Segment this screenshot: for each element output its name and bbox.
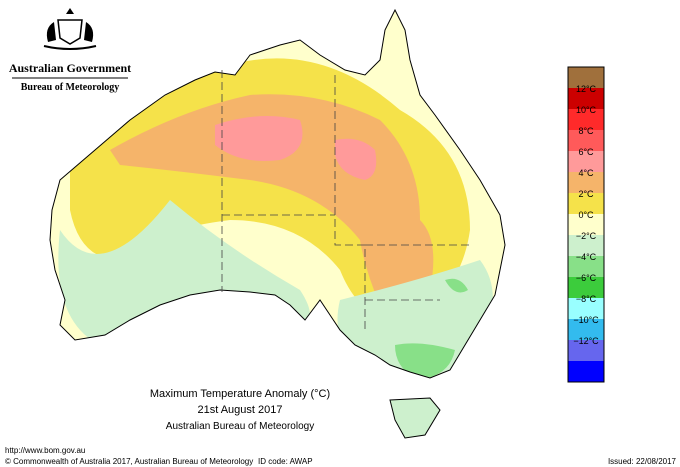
agency-name: Bureau of Meteorology — [21, 82, 120, 93]
legend-label: −6°C — [576, 273, 597, 283]
legend-label: 2°C — [578, 189, 594, 199]
legend-label: −12°C — [573, 336, 599, 346]
state-borders — [221, 70, 470, 330]
legend-swatch — [568, 361, 604, 382]
legend-label: −4°C — [576, 252, 597, 262]
date: 21st August 2017 — [197, 404, 282, 416]
legend-swatch — [568, 151, 604, 172]
legend-label: −8°C — [576, 294, 597, 304]
url: http://www.bom.gov.au — [5, 446, 85, 455]
government-name: Australian Government — [9, 61, 131, 75]
legend-label: 8°C — [578, 126, 594, 136]
legend-swatch — [568, 172, 604, 193]
copyright: © Commonwealth of Australia 2017, Austra… — [5, 457, 253, 466]
legend-swatch — [568, 319, 604, 340]
legend-swatch — [568, 193, 604, 214]
legend-swatch — [568, 214, 604, 235]
source: Australian Bureau of Meteorology — [166, 421, 314, 432]
legend-swatch — [568, 109, 604, 130]
legend-swatch — [568, 256, 604, 277]
legend-swatch — [568, 277, 604, 298]
coat-of-arms — [43, 8, 97, 50]
legend: 12°C 10°C 8°C 6°C 4°C 2°C 0°C −2°C −4°C −6°C −8°C −… — [567, 66, 605, 383]
legend-swatch — [568, 235, 604, 256]
title: Maximum Temperature Anomaly (°C) — [150, 388, 330, 400]
legend-label: −2°C — [576, 231, 597, 241]
legend-label: 10°C — [576, 105, 597, 115]
id-code: ID code: AWAP — [258, 457, 313, 466]
legend-swatch — [568, 67, 604, 88]
legend-swatch — [568, 298, 604, 319]
legend-swatch — [568, 130, 604, 151]
legend-label: 12°C — [576, 84, 597, 94]
legend-swatch — [568, 88, 604, 109]
legend-swatch — [568, 340, 604, 361]
coastline — [49, 8, 506, 439]
issued: Issued: 22/08/2017 — [608, 457, 677, 466]
legend-label: −10°C — [573, 315, 599, 325]
legend-label: 6°C — [578, 147, 594, 157]
legend-frame — [567, 66, 605, 383]
legend-label: 4°C — [578, 168, 594, 178]
legend-label: 0°C — [578, 210, 594, 220]
